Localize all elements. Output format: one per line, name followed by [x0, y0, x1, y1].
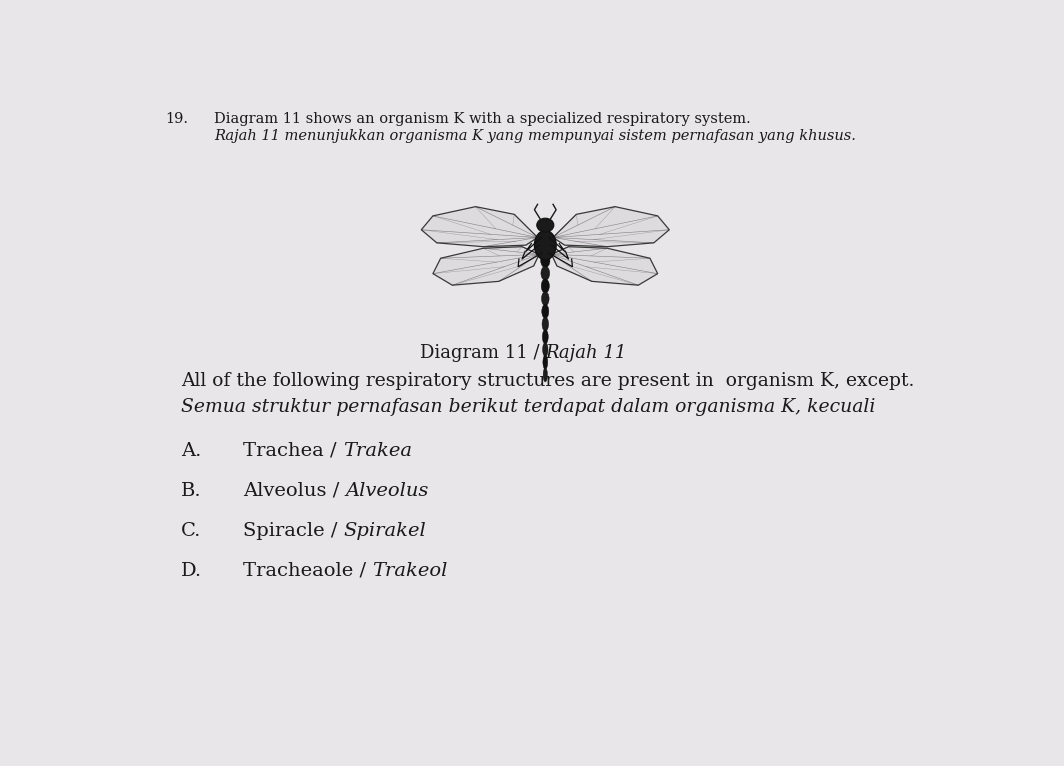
Text: Spiracle /: Spiracle /	[243, 522, 344, 539]
Text: C.: C.	[181, 522, 201, 539]
Text: Tracheaole /: Tracheaole /	[243, 561, 372, 580]
Ellipse shape	[541, 267, 550, 280]
Polygon shape	[553, 207, 669, 247]
Text: Semua struktur pernafasan berikut terdapat dalam organisma K, kecuali: Semua struktur pernafasan berikut terdap…	[181, 398, 876, 417]
Text: Spirakel: Spirakel	[344, 522, 427, 539]
Text: A.: A.	[181, 441, 201, 460]
Polygon shape	[421, 207, 537, 247]
Ellipse shape	[541, 254, 550, 267]
Text: D.: D.	[181, 561, 202, 580]
Ellipse shape	[534, 231, 556, 260]
Ellipse shape	[543, 355, 548, 369]
Text: Alveolus /: Alveolus /	[243, 482, 346, 499]
Text: Diagram 11 /: Diagram 11 /	[420, 345, 545, 362]
Ellipse shape	[543, 330, 548, 344]
Ellipse shape	[542, 292, 549, 306]
Text: Trakea: Trakea	[343, 441, 412, 460]
Text: 19.: 19.	[166, 112, 188, 126]
Text: Trakeol: Trakeol	[372, 561, 448, 580]
Text: All of the following respiratory structures are present in  organism K, except.: All of the following respiratory structu…	[181, 372, 914, 390]
Text: Alveolus: Alveolus	[346, 482, 429, 499]
Polygon shape	[433, 247, 539, 285]
Polygon shape	[551, 247, 658, 285]
Text: B.: B.	[181, 482, 202, 499]
Ellipse shape	[543, 368, 548, 382]
Ellipse shape	[542, 279, 549, 293]
Text: Diagram 11 shows an organism K with a specialized respiratory system.: Diagram 11 shows an organism K with a sp…	[214, 112, 751, 126]
Text: Rajah 11: Rajah 11	[545, 345, 627, 362]
Ellipse shape	[542, 304, 549, 319]
Text: Rajah 11 menunjukkan organisma K yang mempunyai sistem pernafasan yang khusus.: Rajah 11 menunjukkan organisma K yang me…	[214, 129, 857, 143]
Ellipse shape	[543, 342, 548, 356]
Ellipse shape	[542, 317, 549, 331]
Ellipse shape	[536, 218, 554, 232]
Text: Trachea /: Trachea /	[243, 441, 343, 460]
